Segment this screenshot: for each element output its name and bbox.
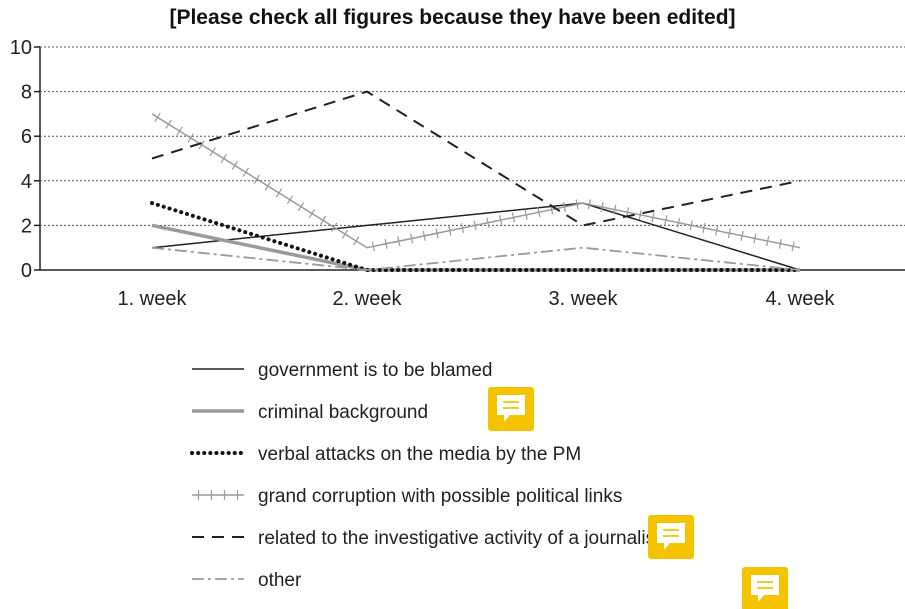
series-marker — [308, 208, 316, 219]
series-marker — [664, 215, 668, 226]
series-marker — [297, 202, 305, 212]
series-marker — [524, 209, 528, 220]
x-tick-label: 3. week — [549, 288, 619, 310]
series-marker — [220, 153, 227, 164]
series-marker — [371, 241, 375, 252]
series-marker — [231, 160, 238, 170]
series-marker — [353, 236, 360, 246]
series-marker — [330, 222, 338, 232]
series-marker — [715, 225, 719, 236]
y-tick-label: 6 — [21, 126, 32, 148]
series-marker — [435, 228, 439, 239]
series-line — [150, 201, 802, 272]
series-marker — [613, 204, 617, 215]
series-marker — [753, 233, 757, 244]
chart-title: [Please check all figures because they h… — [169, 6, 736, 29]
series-marker — [397, 236, 401, 247]
legend-label: related to the investigative activity of… — [258, 528, 661, 549]
series-marker — [422, 230, 426, 241]
series-marker — [409, 233, 414, 244]
series-marker — [740, 230, 744, 241]
y-tick-label: 10 — [10, 37, 32, 59]
legend-label: verbal attacks on the media by the PM — [258, 444, 581, 465]
series-marker — [448, 225, 452, 236]
series-marker — [176, 126, 183, 136]
series-marker — [727, 228, 732, 239]
series-marker — [154, 112, 161, 122]
y-tick-label: 8 — [21, 82, 32, 104]
series-marker — [209, 147, 216, 157]
series-marker — [537, 207, 541, 218]
series-marker — [473, 220, 477, 231]
series-marker — [499, 215, 503, 226]
x-tick-label: 2. week — [333, 288, 403, 310]
y-tick-label: 4 — [21, 171, 32, 193]
series-marker — [511, 212, 516, 223]
x-tick-label: 4. week — [766, 288, 836, 310]
series-marker — [766, 236, 770, 247]
series-marker — [165, 119, 172, 129]
legend-label: criminal background — [258, 402, 428, 423]
series-marker — [460, 222, 465, 234]
series-marker — [242, 167, 249, 177]
series-line — [151, 90, 801, 227]
series-marker — [342, 229, 349, 239]
series-marker — [198, 140, 205, 150]
series-marker — [253, 174, 261, 184]
series-marker — [275, 188, 283, 198]
series-marker — [791, 241, 795, 252]
series-marker — [676, 217, 681, 228]
y-tick-label: 2 — [21, 215, 32, 237]
series-marker — [384, 238, 388, 249]
series-marker — [587, 199, 591, 210]
x-tick-label: 1. week — [118, 288, 188, 310]
legend-label: government is to be blamed — [258, 360, 492, 381]
series-marker — [486, 217, 490, 228]
series-marker — [319, 215, 327, 225]
series-marker — [702, 222, 706, 233]
series-marker — [689, 220, 693, 231]
series-marker — [286, 195, 294, 205]
series-line — [151, 246, 801, 271]
series-marker — [575, 199, 579, 210]
legend-label: grand corruption with possible political… — [258, 486, 622, 507]
series-marker — [187, 133, 194, 143]
series-marker — [600, 202, 604, 213]
legend-label: other — [258, 570, 302, 591]
y-tick-label: 0 — [21, 260, 32, 282]
series-marker — [562, 201, 566, 212]
series-line — [151, 202, 801, 271]
series-marker — [778, 238, 782, 249]
series-marker — [638, 209, 642, 220]
series-marker — [264, 181, 272, 191]
series-marker — [651, 212, 655, 223]
